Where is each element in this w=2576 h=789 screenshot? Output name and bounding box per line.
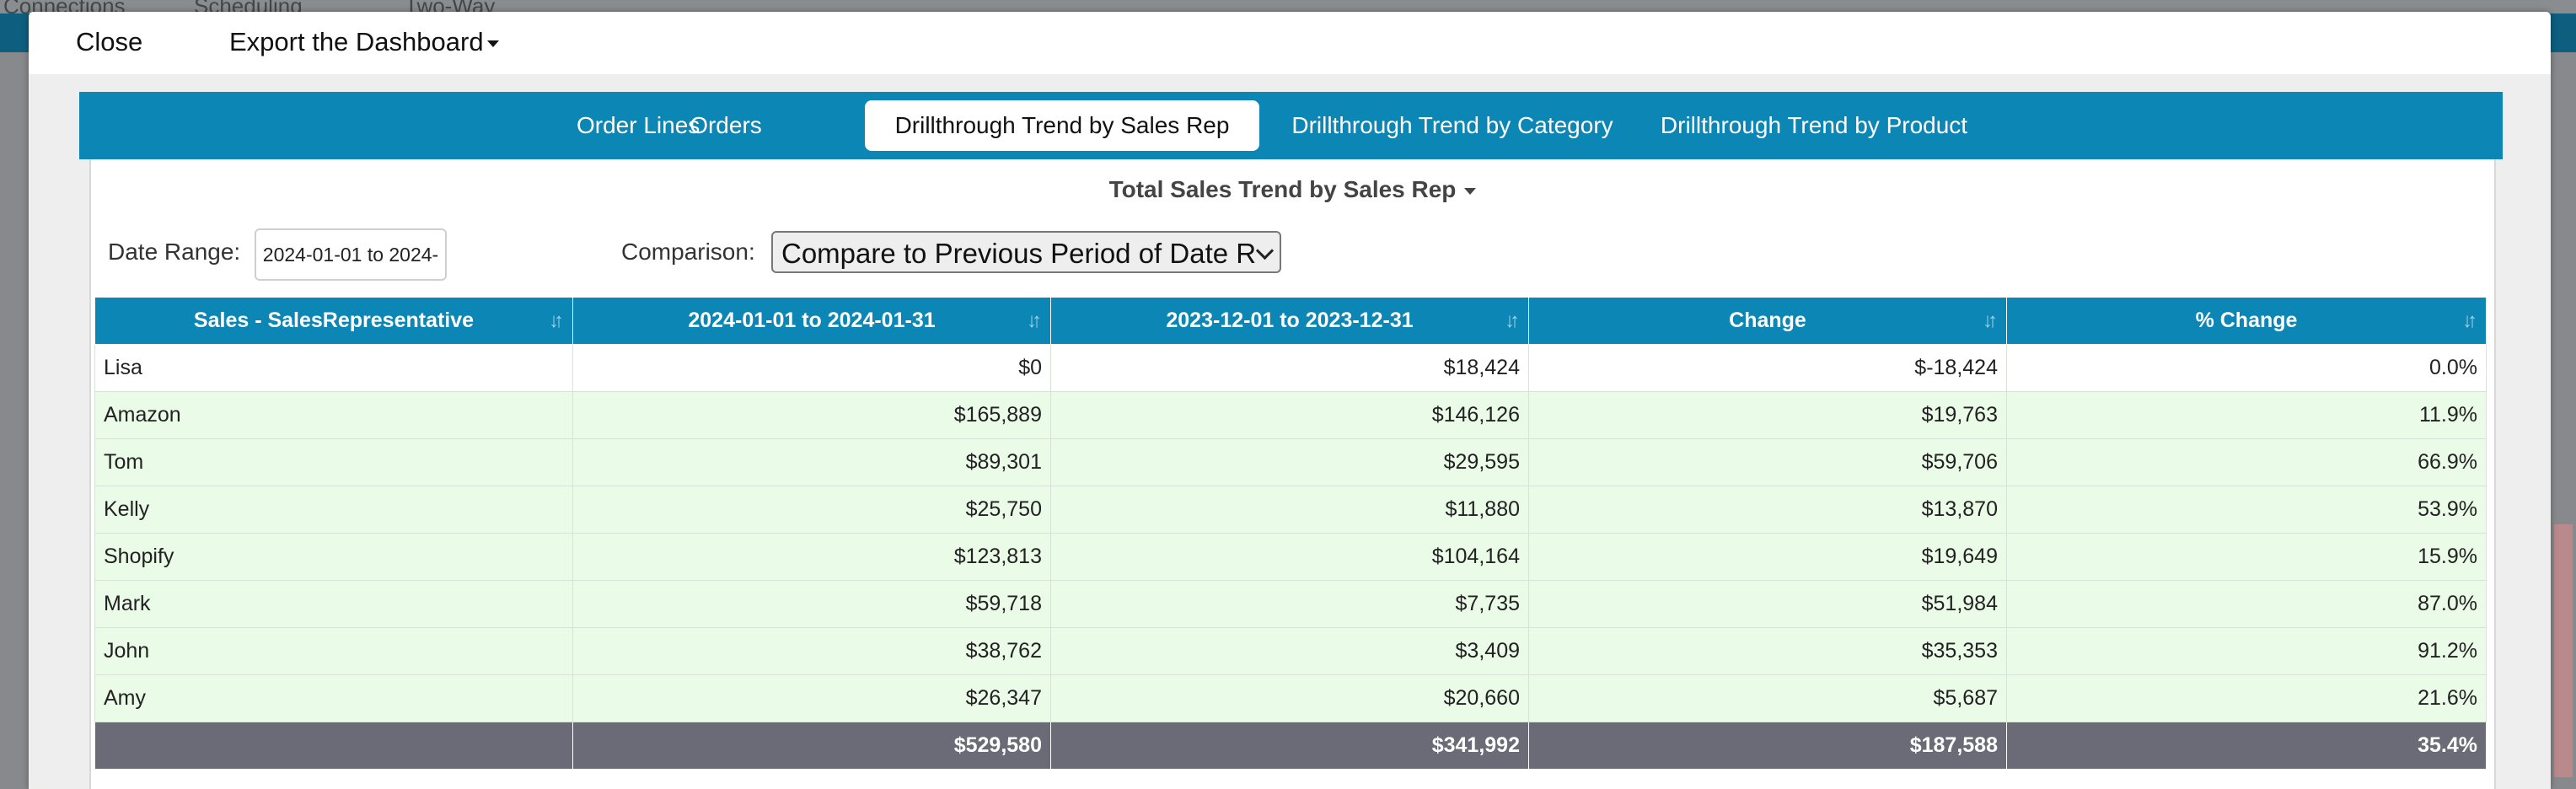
sales-rep-trend-table: Sales - SalesRepresentative ↓↑ 2024-01-01… bbox=[94, 297, 2487, 770]
cell-change: $-18,424 bbox=[1528, 344, 2007, 392]
tab-bar: Order Lines Orders Drillthrough Trend by… bbox=[79, 92, 2503, 159]
export-dashboard-label: Export the Dashboard bbox=[229, 27, 484, 56]
cell-previous: $7,735 bbox=[1050, 580, 1529, 628]
cell-previous: $3,409 bbox=[1050, 627, 1529, 675]
table-total-row: $529,580 $341,992 $187,588 35.4% bbox=[94, 722, 2487, 770]
caret-down-icon bbox=[486, 40, 499, 47]
cell-percent-change: 66.9% bbox=[2006, 438, 2487, 486]
cell-change: $51,984 bbox=[1528, 580, 2007, 628]
total-cell-previous: $341,992 bbox=[1050, 722, 1529, 770]
cell-change: $35,353 bbox=[1528, 627, 2007, 675]
dashboard-modal: Close Export the Dashboard Order Lines O… bbox=[29, 12, 2551, 789]
export-dashboard-dropdown[interactable]: Export the Dashboard bbox=[229, 27, 499, 57]
table-row: Kelly $25,750 $11,880 $13,870 53.9% bbox=[94, 486, 2487, 534]
sort-icon[interactable]: ↓↑ bbox=[1983, 309, 1998, 332]
cell-current: $25,750 bbox=[572, 486, 1051, 534]
date-range-label: Date Range: bbox=[108, 239, 241, 265]
column-header-percent-change[interactable]: % Change ↓↑ bbox=[2006, 297, 2487, 345]
cell-sales-rep: John bbox=[94, 627, 573, 675]
table-row: Amazon $165,889 $146,126 $19,763 11.9% bbox=[94, 391, 2487, 439]
caret-down-icon bbox=[1464, 187, 1477, 195]
sort-icon[interactable]: ↓↑ bbox=[549, 309, 564, 332]
tab-drillthrough-sales-rep[interactable]: Drillthrough Trend by Sales Rep bbox=[865, 100, 1259, 151]
sort-icon[interactable]: ↓↑ bbox=[2462, 309, 2477, 332]
chevron-down-icon bbox=[1255, 241, 1275, 260]
cell-change: $19,763 bbox=[1528, 391, 2007, 439]
column-header-sales-rep[interactable]: Sales - SalesRepresentative ↓↑ bbox=[94, 297, 573, 345]
total-cell-current: $529,580 bbox=[572, 722, 1051, 770]
table-row: Shopify $123,813 $104,164 $19,649 15.9% bbox=[94, 533, 2487, 581]
tab-drillthrough-product[interactable]: Drillthrough Trend by Product bbox=[1660, 112, 1968, 138]
background-right-panel bbox=[2551, 52, 2576, 789]
table-row: Tom $89,301 $29,595 $59,706 66.9% bbox=[94, 438, 2487, 486]
cell-percent-change: 91.2% bbox=[2006, 627, 2487, 675]
comparison-selected-value: Compare to Previous Period of Date R bbox=[781, 238, 1257, 269]
cell-percent-change: 53.9% bbox=[2006, 486, 2487, 534]
cell-change: $5,687 bbox=[1528, 674, 2007, 722]
report-panel: Total Sales Trend by Sales Rep Date Rang… bbox=[89, 159, 2496, 789]
cell-percent-change: 21.6% bbox=[2006, 674, 2487, 722]
cell-sales-rep: Kelly bbox=[94, 486, 573, 534]
cell-previous: $29,595 bbox=[1050, 438, 1529, 486]
cell-previous: $20,660 bbox=[1050, 674, 1529, 722]
column-header-previous-period[interactable]: 2023-12-01 to 2023-12-31 ↓↑ bbox=[1050, 297, 1529, 345]
cell-current: $26,347 bbox=[572, 674, 1051, 722]
close-button[interactable]: Close bbox=[76, 27, 143, 56]
cell-previous: $18,424 bbox=[1050, 344, 1529, 392]
cell-previous: $146,126 bbox=[1050, 391, 1529, 439]
comparison-select[interactable]: Compare to Previous Period of Date R bbox=[771, 231, 1281, 273]
background-left-panel bbox=[0, 52, 29, 789]
cell-percent-change: 11.9% bbox=[2006, 391, 2487, 439]
report-title-dropdown[interactable]: Total Sales Trend by Sales Rep bbox=[91, 176, 2494, 203]
column-header-change[interactable]: Change ↓↑ bbox=[1528, 297, 2007, 345]
cell-current: $38,762 bbox=[572, 627, 1051, 675]
sort-icon[interactable]: ↓↑ bbox=[1027, 309, 1042, 332]
report-title: Total Sales Trend by Sales Rep bbox=[1108, 176, 1457, 202]
modal-header: Close Export the Dashboard bbox=[29, 12, 2551, 74]
cell-sales-rep: Amazon bbox=[94, 391, 573, 439]
cell-current: $89,301 bbox=[572, 438, 1051, 486]
cell-sales-rep: Mark bbox=[94, 580, 573, 628]
comparison-label: Comparison: bbox=[621, 239, 755, 265]
cell-current: $59,718 bbox=[572, 580, 1051, 628]
cell-percent-change: 87.0% bbox=[2006, 580, 2487, 628]
column-header-current-period[interactable]: 2024-01-01 to 2024-01-31 ↓↑ bbox=[572, 297, 1051, 345]
tab-drillthrough-category[interactable]: Drillthrough Trend by Category bbox=[1291, 112, 1613, 138]
total-cell-percent-change: 35.4% bbox=[2006, 722, 2487, 770]
table-row: John $38,762 $3,409 $35,353 91.2% bbox=[94, 627, 2487, 675]
table-row: Amy $26,347 $20,660 $5,687 21.6% bbox=[94, 674, 2487, 722]
total-cell-label bbox=[94, 722, 573, 770]
tab-order-lines[interactable]: Order Lines bbox=[577, 112, 700, 138]
cell-current: $165,889 bbox=[572, 391, 1051, 439]
cell-previous: $104,164 bbox=[1050, 533, 1529, 581]
cell-sales-rep: Tom bbox=[94, 438, 573, 486]
cell-percent-change: 15.9% bbox=[2006, 533, 2487, 581]
cell-change: $59,706 bbox=[1528, 438, 2007, 486]
table-header-row: Sales - SalesRepresentative ↓↑ 2024-01-01… bbox=[94, 297, 2487, 345]
total-cell-change: $187,588 bbox=[1528, 722, 2007, 770]
cell-sales-rep: Shopify bbox=[94, 533, 573, 581]
cell-change: $19,649 bbox=[1528, 533, 2007, 581]
cell-change: $13,870 bbox=[1528, 486, 2007, 534]
cell-sales-rep: Amy bbox=[94, 674, 573, 722]
tab-orders[interactable]: Orders bbox=[690, 112, 762, 138]
date-range-input[interactable]: 2024-01-01 to 2024-01-31 bbox=[255, 228, 447, 314]
table-row: Lisa $0 $18,424 $-18,424 0.0% bbox=[94, 344, 2487, 392]
cell-sales-rep: Lisa bbox=[94, 344, 573, 392]
sort-icon[interactable]: ↓↑ bbox=[1505, 309, 1520, 332]
cell-current: $123,813 bbox=[572, 533, 1051, 581]
table-row: Mark $59,718 $7,735 $51,984 87.0% bbox=[94, 580, 2487, 628]
cell-current: $0 bbox=[572, 344, 1051, 392]
cell-previous: $11,880 bbox=[1050, 486, 1529, 534]
cell-percent-change: 0.0% bbox=[2006, 344, 2487, 392]
